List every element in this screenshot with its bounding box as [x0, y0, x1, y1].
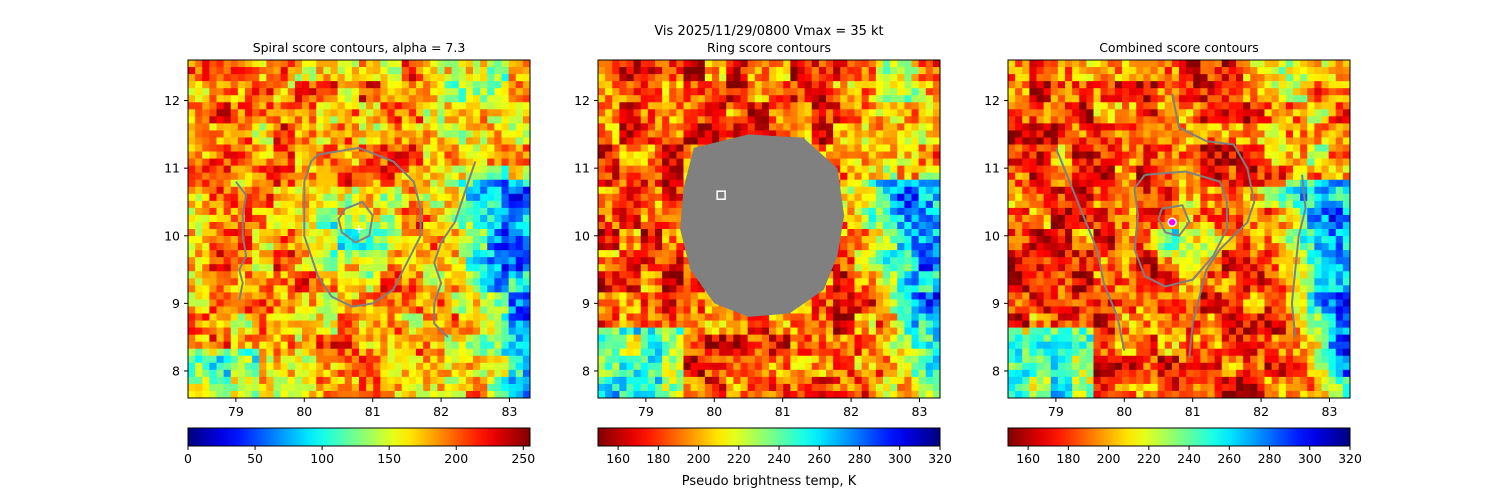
- ring-mask-region: [680, 134, 845, 317]
- y-tick-label: 12: [164, 93, 180, 108]
- y-tick-label: 9: [172, 296, 180, 311]
- colorbar: [187, 427, 531, 447]
- contour-line: [337, 200, 374, 244]
- x-tick-label: 81: [775, 404, 791, 419]
- colorbar: [597, 427, 941, 447]
- plot-frame: [187, 59, 531, 399]
- x-tick-label: 80: [296, 404, 312, 419]
- colorbar-tick-label: 220: [1137, 451, 1161, 466]
- x-tick-label: 79: [1048, 404, 1064, 419]
- x-tick-label: 81: [1185, 404, 1201, 419]
- y-tick-label: 8: [582, 363, 590, 378]
- contour-line: [303, 146, 422, 308]
- y-tick-label: 10: [164, 228, 180, 243]
- plot-frame: [597, 59, 941, 399]
- colorbar-tick-label: 300: [1298, 451, 1322, 466]
- colorbar-tick-label: 240: [1177, 451, 1201, 466]
- figure-suptitle: Vis 2025/11/29/0800 Vmax = 35 kt: [654, 24, 883, 39]
- colorbar-label: Pseudo brightness temp, K: [682, 474, 857, 489]
- colorbar-tick-label: 280: [848, 451, 872, 466]
- colorbar-tick-label: 250: [511, 451, 535, 466]
- panel-3: Combined score contours 79 80 81 82 83 8 9 10 11 1…: [984, 40, 1362, 466]
- contour-line: [433, 161, 477, 338]
- y-tick-label: 12: [984, 93, 1000, 108]
- colorbar-tick-label: 220: [727, 451, 751, 466]
- center-marker: [355, 225, 363, 233]
- colorbar-tick-label: 200: [444, 451, 468, 466]
- x-tick-label: 83: [1322, 404, 1338, 419]
- center-marker: [716, 190, 726, 200]
- contour-line: [1290, 174, 1307, 338]
- panel-title: Combined score contours: [1099, 40, 1259, 55]
- colorbar-tick-label: 320: [1338, 451, 1362, 466]
- heatmap-image: [1008, 60, 1350, 398]
- y-tick-label: 11: [984, 161, 1000, 176]
- x-tick-label: 82: [433, 404, 449, 419]
- colorbar-tick-label: 300: [888, 451, 912, 466]
- x-tick-label: 82: [1253, 404, 1269, 419]
- plot-frame: [1007, 59, 1351, 399]
- colorbar-tick-label: 200: [1097, 451, 1121, 466]
- x-tick-label: 82: [843, 404, 859, 419]
- x-tick-label: 79: [638, 404, 654, 419]
- heatmap-image: [188, 60, 530, 398]
- contour-line: [1171, 93, 1256, 358]
- colorbar-tick-label: 150: [377, 451, 401, 466]
- colorbar: [1007, 427, 1351, 447]
- colorbar-tick-label: 160: [606, 451, 630, 466]
- panel-1: Spiral score contours, alpha = 7.379 80 81…: [164, 40, 535, 466]
- y-tick-label: 12: [574, 93, 590, 108]
- colorbar-tick-label: 50: [247, 451, 263, 466]
- y-tick-label: 10: [984, 228, 1000, 243]
- colorbar-tick-label: 100: [310, 451, 334, 466]
- contour-line: [235, 181, 248, 301]
- colorbar-tick-label: 320: [928, 451, 952, 466]
- contour-line: [1054, 147, 1126, 351]
- colorbar-tick-label: 180: [1056, 451, 1080, 466]
- panel-title: Spiral score contours, alpha = 7.3: [253, 40, 466, 55]
- x-tick-label: 80: [706, 404, 722, 419]
- colorbar-tick-label: 280: [1258, 451, 1282, 466]
- colorbar-tick-label: 160: [1016, 451, 1040, 466]
- panel-title: Ring score contours: [707, 40, 831, 55]
- x-tick-label: 81: [365, 404, 381, 419]
- colorbar-tick-label: 200: [687, 451, 711, 466]
- colorbar-tick-label: 240: [767, 451, 791, 466]
- panel-2: Ring score contours 79 80 81 82 83 8 9 10 11 12 160…: [574, 40, 952, 466]
- x-tick-label: 83: [912, 404, 928, 419]
- x-tick-label: 80: [1116, 404, 1132, 419]
- y-tick-label: 8: [992, 363, 1000, 378]
- y-tick-label: 9: [992, 296, 1000, 311]
- contour-line: [1157, 204, 1191, 237]
- colorbar-tick-label: 260: [1217, 451, 1241, 466]
- colorbar-tick-label: 180: [646, 451, 670, 466]
- center-marker: [1167, 217, 1177, 227]
- colorbar-tick-label: 260: [807, 451, 831, 466]
- y-tick-label: 9: [582, 296, 590, 311]
- colorbar-tick-label: 0: [184, 451, 192, 466]
- contour-line: [1133, 170, 1228, 288]
- x-tick-label: 83: [502, 404, 518, 419]
- y-tick-label: 11: [164, 161, 180, 176]
- x-tick-label: 79: [228, 404, 244, 419]
- y-tick-label: 8: [172, 363, 180, 378]
- y-tick-label: 10: [574, 228, 590, 243]
- y-tick-label: 11: [574, 161, 590, 176]
